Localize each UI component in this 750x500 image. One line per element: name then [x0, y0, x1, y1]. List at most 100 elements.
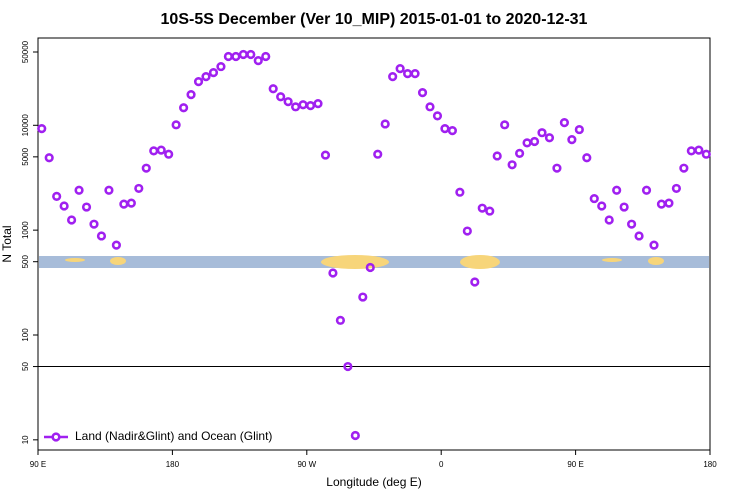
- point: [37, 123, 47, 134]
- x-tick-label: 90 E: [567, 460, 583, 469]
- point: [671, 183, 682, 194]
- point: [335, 315, 346, 325]
- point: [507, 160, 517, 170]
- point: [626, 219, 637, 229]
- y-tick-label: 500: [21, 254, 30, 268]
- y-tick-label: 50000: [21, 40, 30, 63]
- x-tick-label: 180: [166, 460, 180, 469]
- point: [656, 199, 667, 209]
- point: [410, 69, 420, 79]
- plot-frame: [37, 37, 711, 451]
- point: [574, 124, 584, 135]
- point: [529, 136, 540, 147]
- point: [111, 240, 121, 250]
- point: [597, 201, 607, 211]
- point: [544, 133, 555, 143]
- y-axis-label: N Total: [0, 225, 14, 262]
- point: [291, 102, 301, 112]
- y-tick-label: 100: [21, 328, 30, 342]
- point: [119, 199, 129, 209]
- point: [380, 119, 390, 129]
- point: [320, 150, 331, 160]
- point: [156, 145, 166, 155]
- point: [313, 99, 323, 109]
- map-strip: [39, 255, 709, 269]
- point: [96, 231, 107, 241]
- point: [641, 185, 652, 195]
- point: [619, 202, 629, 212]
- point: [59, 201, 69, 211]
- point: [328, 268, 338, 278]
- point: [268, 84, 278, 94]
- point: [686, 146, 696, 156]
- point: [417, 88, 428, 98]
- point: [462, 226, 472, 236]
- point: [44, 153, 54, 163]
- point: [634, 231, 644, 241]
- point: [664, 198, 674, 208]
- point: [373, 149, 383, 159]
- point: [589, 193, 599, 204]
- point: [298, 100, 308, 110]
- point: [305, 101, 316, 111]
- chart-title: 10S-5S December (Ver 10_MIP) 2015-01-01 …: [161, 11, 588, 28]
- x-tick-label: 180: [703, 460, 717, 469]
- legend-marker: [51, 432, 61, 442]
- point: [447, 125, 458, 136]
- point: [149, 146, 159, 156]
- y-tick-label: 1000: [21, 221, 30, 239]
- point: [193, 77, 204, 87]
- point: [388, 72, 398, 82]
- point: [186, 90, 196, 100]
- point: [559, 118, 570, 128]
- point: [365, 262, 375, 273]
- point: [74, 185, 84, 195]
- point: [350, 430, 360, 441]
- point: [701, 149, 711, 159]
- point: [485, 206, 495, 216]
- point: [179, 103, 189, 113]
- point: [171, 120, 181, 130]
- point: [582, 153, 592, 163]
- point: [126, 198, 136, 208]
- y-tick-label: 10000: [21, 114, 30, 137]
- point: [395, 64, 405, 74]
- x-tick-label: 0: [439, 460, 444, 469]
- point: [612, 185, 622, 195]
- point: [164, 149, 174, 159]
- point: [567, 135, 577, 145]
- point: [216, 61, 226, 72]
- point: [358, 292, 368, 302]
- point: [223, 51, 233, 62]
- point: [141, 163, 151, 173]
- y-tick-label: 10: [21, 435, 30, 444]
- point: [238, 49, 248, 60]
- point: [477, 203, 487, 213]
- point: [231, 51, 241, 62]
- point: [253, 55, 263, 66]
- point: [522, 138, 532, 148]
- point: [604, 215, 614, 225]
- point: [455, 187, 465, 197]
- point: [343, 361, 353, 372]
- point: [514, 148, 525, 158]
- point: [52, 191, 62, 201]
- point: [276, 92, 286, 102]
- point: [81, 202, 92, 212]
- y-tick-label: 5000: [21, 147, 30, 165]
- point: [537, 128, 547, 138]
- point: [425, 102, 435, 112]
- point: [89, 219, 99, 229]
- point: [500, 120, 510, 130]
- point: [649, 240, 659, 250]
- point: [261, 51, 271, 62]
- x-axis-label: Longitude (deg E): [326, 475, 421, 489]
- point: [492, 151, 502, 161]
- x-tick-label: 90 E: [30, 460, 46, 469]
- point: [694, 145, 704, 155]
- point: [403, 69, 413, 79]
- point: [201, 72, 211, 82]
- y-tick-label: 50: [21, 362, 30, 371]
- point: [679, 163, 689, 173]
